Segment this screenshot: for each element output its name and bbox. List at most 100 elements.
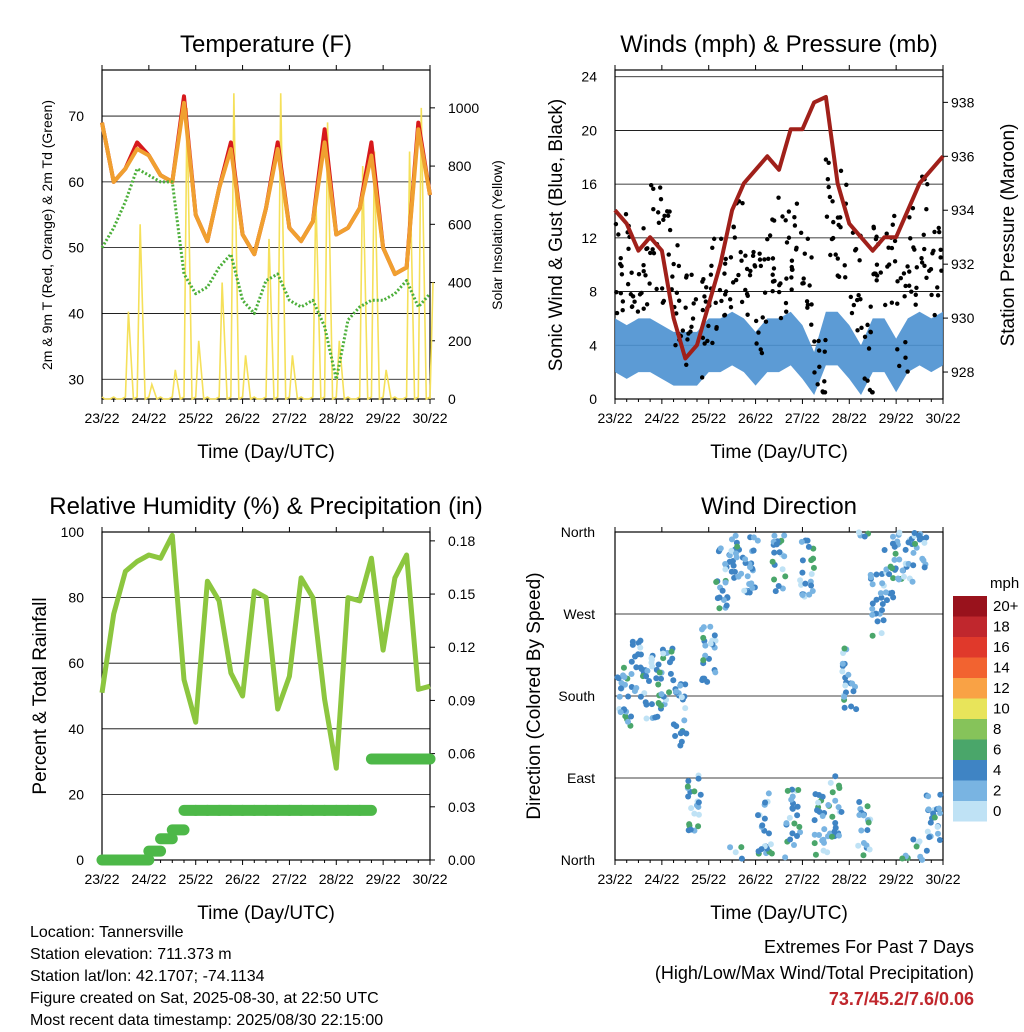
direction-point	[829, 813, 836, 820]
direction-point	[802, 580, 809, 587]
x-axis-label: Time (Day/UTC)	[197, 442, 335, 463]
gust-point	[836, 222, 841, 228]
gust-point	[644, 302, 650, 307]
direction-point	[678, 738, 685, 745]
gust-point	[651, 207, 656, 212]
direction-point	[842, 689, 849, 696]
direction-point	[786, 814, 793, 821]
gust-point	[931, 248, 936, 253]
y-tick-label: 20	[68, 786, 84, 802]
direction-point	[644, 667, 651, 674]
direction-point	[873, 571, 880, 578]
direction-point	[658, 691, 665, 698]
x-tick-label: 25/22	[178, 871, 213, 887]
x-tick-label: 27/22	[785, 410, 820, 426]
gust-point	[922, 263, 927, 268]
gust-point	[828, 252, 833, 258]
gust-point	[909, 289, 914, 294]
gust-point	[784, 276, 789, 281]
direction-point	[750, 534, 757, 541]
gust-point	[635, 309, 641, 314]
direction-point	[861, 533, 868, 540]
direction-point	[796, 823, 803, 830]
direction-point	[923, 847, 930, 854]
gust-point	[666, 252, 671, 257]
direction-point	[681, 717, 688, 724]
gust-point	[924, 206, 929, 212]
direction-point	[798, 538, 805, 545]
direction-point	[864, 803, 871, 810]
direction-point	[812, 791, 819, 798]
direction-point	[808, 582, 815, 589]
direction-point	[633, 664, 640, 671]
gust-point	[907, 283, 912, 288]
direction-point	[848, 703, 855, 710]
gust-point	[628, 292, 634, 297]
gust-point	[710, 245, 715, 250]
direction-point	[916, 838, 923, 845]
gust-point	[732, 235, 738, 240]
direction-point	[873, 596, 880, 603]
direction-point	[769, 558, 776, 565]
direction-point	[732, 532, 739, 539]
gust-point	[816, 348, 822, 353]
gust-point	[817, 364, 822, 370]
gust-point	[618, 290, 624, 296]
direction-point	[748, 580, 755, 587]
insolation-series	[101, 93, 434, 401]
gust-point	[902, 294, 907, 299]
y2-axis-label: Solar Insolation (Yellow)	[489, 160, 505, 310]
direction-point	[931, 814, 938, 821]
gust-point	[843, 275, 848, 280]
direction-point	[701, 675, 708, 682]
direction-point	[887, 563, 894, 570]
direction-point	[892, 550, 899, 557]
direction-point	[924, 828, 931, 835]
direction-point	[877, 590, 884, 597]
gust-point	[620, 299, 626, 304]
direction-point	[890, 575, 897, 582]
legend-label: 4	[993, 762, 1001, 779]
direction-point	[719, 587, 726, 594]
direction-point	[657, 702, 664, 709]
gust-point	[807, 283, 812, 288]
gust-point	[650, 247, 655, 252]
direction-point	[697, 791, 704, 798]
direction-point	[660, 650, 667, 657]
direction-point	[771, 576, 778, 583]
gust-point	[830, 199, 835, 204]
direction-point	[869, 632, 876, 639]
x-tick-label: 29/22	[366, 410, 401, 426]
x-tick-label: 25/22	[691, 871, 726, 887]
direction-point	[620, 672, 627, 679]
y-tick-label: 24	[581, 69, 597, 85]
direction-point	[723, 602, 730, 609]
y2-tick-label: 932	[951, 256, 975, 272]
direction-point	[856, 798, 863, 805]
y-tick-label: 60	[68, 655, 84, 671]
x-tick-label: 29/22	[366, 871, 401, 887]
y-tick-label: 60	[68, 174, 84, 190]
gust-point	[825, 177, 831, 182]
direction-point	[678, 694, 685, 701]
gust-point	[689, 272, 694, 278]
direction-point	[921, 564, 928, 571]
y2-tick-label: 928	[951, 364, 975, 380]
x-axis-label: Time (Day/UTC)	[197, 903, 335, 924]
extremes-subheading: (High/Low/Max Wind/Total Precipitation)	[654, 963, 974, 983]
gust-point	[812, 339, 817, 344]
gust-point	[765, 237, 770, 242]
direction-point	[643, 673, 650, 680]
direction-point	[855, 842, 862, 849]
direction-point	[879, 607, 886, 614]
gust-point	[914, 265, 920, 270]
gust-point	[905, 369, 910, 374]
gust-point	[932, 229, 937, 235]
direction-point	[654, 713, 661, 720]
direction-point	[648, 701, 655, 708]
gust-point	[718, 236, 724, 241]
gust-point	[644, 246, 649, 252]
gust-point	[710, 340, 715, 346]
direction-point	[695, 823, 702, 830]
x-axis-label: Time (Day/UTC)	[710, 903, 848, 924]
